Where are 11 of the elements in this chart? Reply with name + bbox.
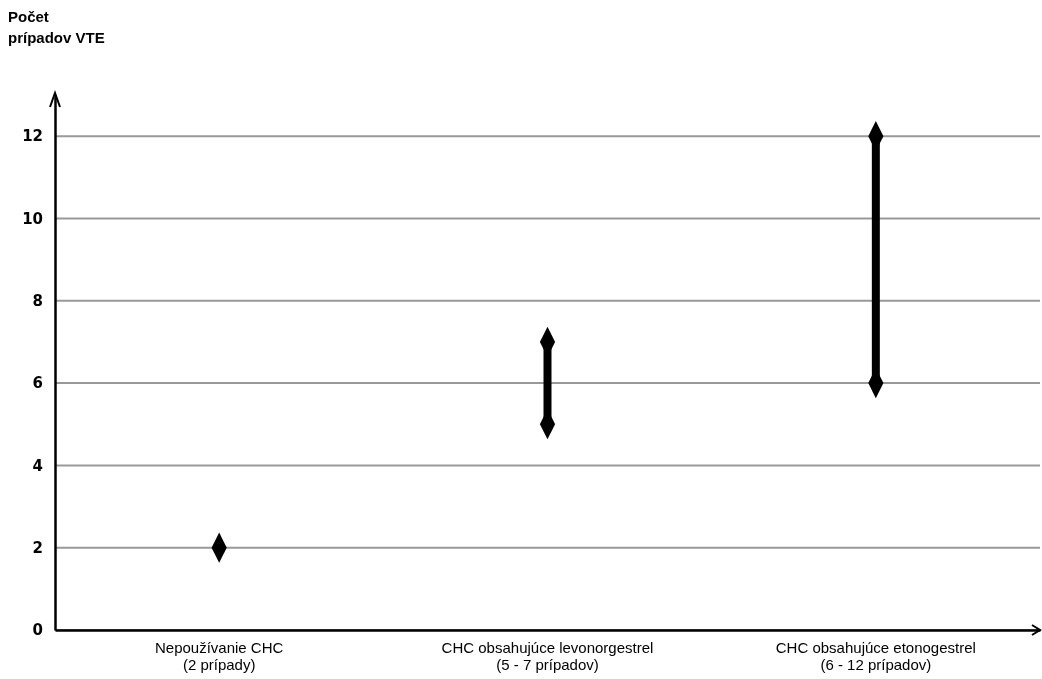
x-tick-label: CHC obsahujúce etonogestrel (6 - 12 prípadov) [775, 638, 976, 673]
y-tick-label: 6 [32, 374, 43, 393]
y-tick-label: 12 [22, 127, 43, 146]
x-tick-label: Nepoužívanie CHC (2 prípady) [154, 638, 284, 673]
y-axis-title: Počet prípadov VTE [8, 8, 105, 46]
y-tick-label: 4 [32, 456, 43, 475]
y-tick-label: 10 [22, 209, 43, 228]
y-tick-label: 8 [32, 292, 43, 311]
y-tick-label: 2 [32, 538, 43, 557]
y-tick-label: 0 [32, 621, 43, 640]
x-tick-label: CHC obsahujúce levonorgestrel (5 - 7 prípadov) [441, 638, 654, 673]
